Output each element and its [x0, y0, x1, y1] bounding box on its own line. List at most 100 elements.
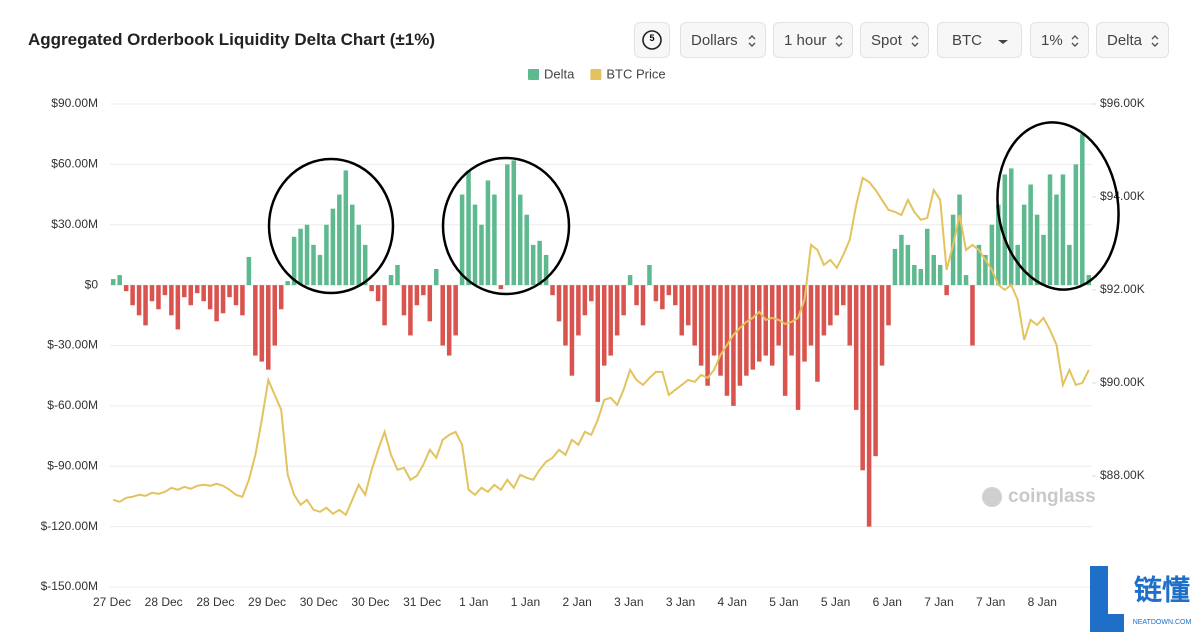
market-select[interactable]: Spot	[860, 22, 929, 58]
bar	[1060, 174, 1066, 286]
bar	[937, 265, 943, 286]
bar	[1002, 174, 1008, 286]
interval-select[interactable]: 1 hour	[773, 22, 853, 58]
bar	[556, 285, 562, 322]
x-tick-label: 1 Jan	[459, 595, 488, 609]
bar	[828, 285, 833, 326]
bar	[517, 194, 523, 286]
y2-tick-label: $90.00K	[1100, 375, 1145, 389]
bar	[330, 208, 336, 286]
logo-text: 链懂	[1134, 574, 1190, 605]
bar	[802, 285, 807, 362]
refresh-button[interactable]: 5	[634, 22, 670, 58]
chevron	[835, 35, 843, 47]
x-tick-label: 4 Jan	[718, 595, 747, 609]
bar	[382, 285, 387, 326]
bar	[685, 285, 691, 326]
bar	[621, 285, 626, 316]
bar	[996, 204, 1001, 286]
x-tick-label: 30 Dec	[351, 595, 389, 609]
bar	[582, 285, 588, 316]
bar	[918, 269, 924, 286]
bar	[524, 214, 529, 286]
bar	[324, 224, 329, 286]
metric-select[interactable]: Delta	[1096, 22, 1169, 58]
select-label: Delta	[1107, 31, 1143, 49]
bar	[369, 285, 374, 292]
bar	[924, 228, 930, 286]
bar	[388, 275, 394, 286]
legend-swatch	[590, 69, 602, 80]
bar	[421, 285, 426, 296]
bar	[337, 194, 342, 286]
x-tick-label: 28 Dec	[145, 595, 183, 609]
bar	[705, 285, 710, 386]
bar	[182, 285, 187, 298]
bar	[253, 285, 258, 356]
coin-select[interactable]: BTC	[937, 22, 1022, 58]
bar	[634, 285, 639, 306]
bar	[976, 244, 982, 286]
bar	[466, 170, 471, 286]
bar	[589, 285, 594, 302]
bar	[795, 285, 801, 410]
bar	[957, 194, 962, 286]
bar	[666, 285, 672, 296]
x-tick-label: 7 Jan	[924, 595, 953, 609]
bar	[769, 285, 775, 366]
x-tick-label: 7 Jan	[976, 595, 1005, 609]
bar	[640, 285, 646, 326]
bar	[530, 244, 536, 286]
bar	[563, 285, 568, 346]
bar	[395, 265, 400, 286]
bar	[899, 234, 904, 286]
bar	[853, 285, 859, 410]
y-tick-label: $-30.00M	[47, 338, 98, 352]
bar	[233, 285, 239, 306]
x-tick-label: 31 Dec	[403, 595, 441, 609]
bar	[673, 285, 678, 306]
bar	[821, 285, 827, 336]
bar	[175, 285, 181, 330]
x-tick-label: 27 Dec	[93, 595, 131, 609]
annotation-circle	[996, 121, 1120, 291]
bar	[1028, 184, 1033, 286]
range-select[interactable]: 1%	[1030, 22, 1089, 58]
bar	[220, 285, 226, 314]
legend-label: BTC Price	[606, 66, 665, 81]
bar	[614, 285, 620, 336]
bar	[692, 285, 697, 346]
bar	[433, 269, 439, 286]
y2-tick-label: $88.00K	[1100, 468, 1145, 482]
x-tick-label: 6 Jan	[873, 595, 902, 609]
bar	[866, 285, 872, 527]
bar	[362, 244, 368, 286]
bar	[550, 285, 555, 296]
bar	[259, 285, 265, 362]
bar	[750, 285, 756, 370]
bar	[227, 285, 232, 298]
bar	[291, 236, 297, 286]
bar	[834, 285, 840, 316]
select-label: Spot	[871, 31, 902, 49]
chevron	[748, 35, 756, 47]
bar	[317, 254, 323, 286]
annotation-circle	[441, 156, 571, 296]
bar	[136, 285, 142, 316]
x-tick-label: 5 Jan	[769, 595, 798, 609]
bar	[660, 285, 665, 310]
bar	[266, 285, 271, 370]
unit-select[interactable]: Dollars	[680, 22, 766, 58]
bar	[1041, 234, 1046, 286]
bar	[505, 164, 510, 286]
bar	[375, 285, 381, 302]
y2-tick-label: $96.00K	[1100, 96, 1145, 110]
bar	[285, 281, 290, 286]
bar	[601, 285, 607, 366]
logo-mark	[1090, 566, 1124, 632]
y-tick-label: $-120.00M	[41, 519, 98, 533]
bar	[350, 204, 355, 286]
select-label: 1 hour	[784, 31, 827, 49]
bar	[950, 214, 956, 286]
